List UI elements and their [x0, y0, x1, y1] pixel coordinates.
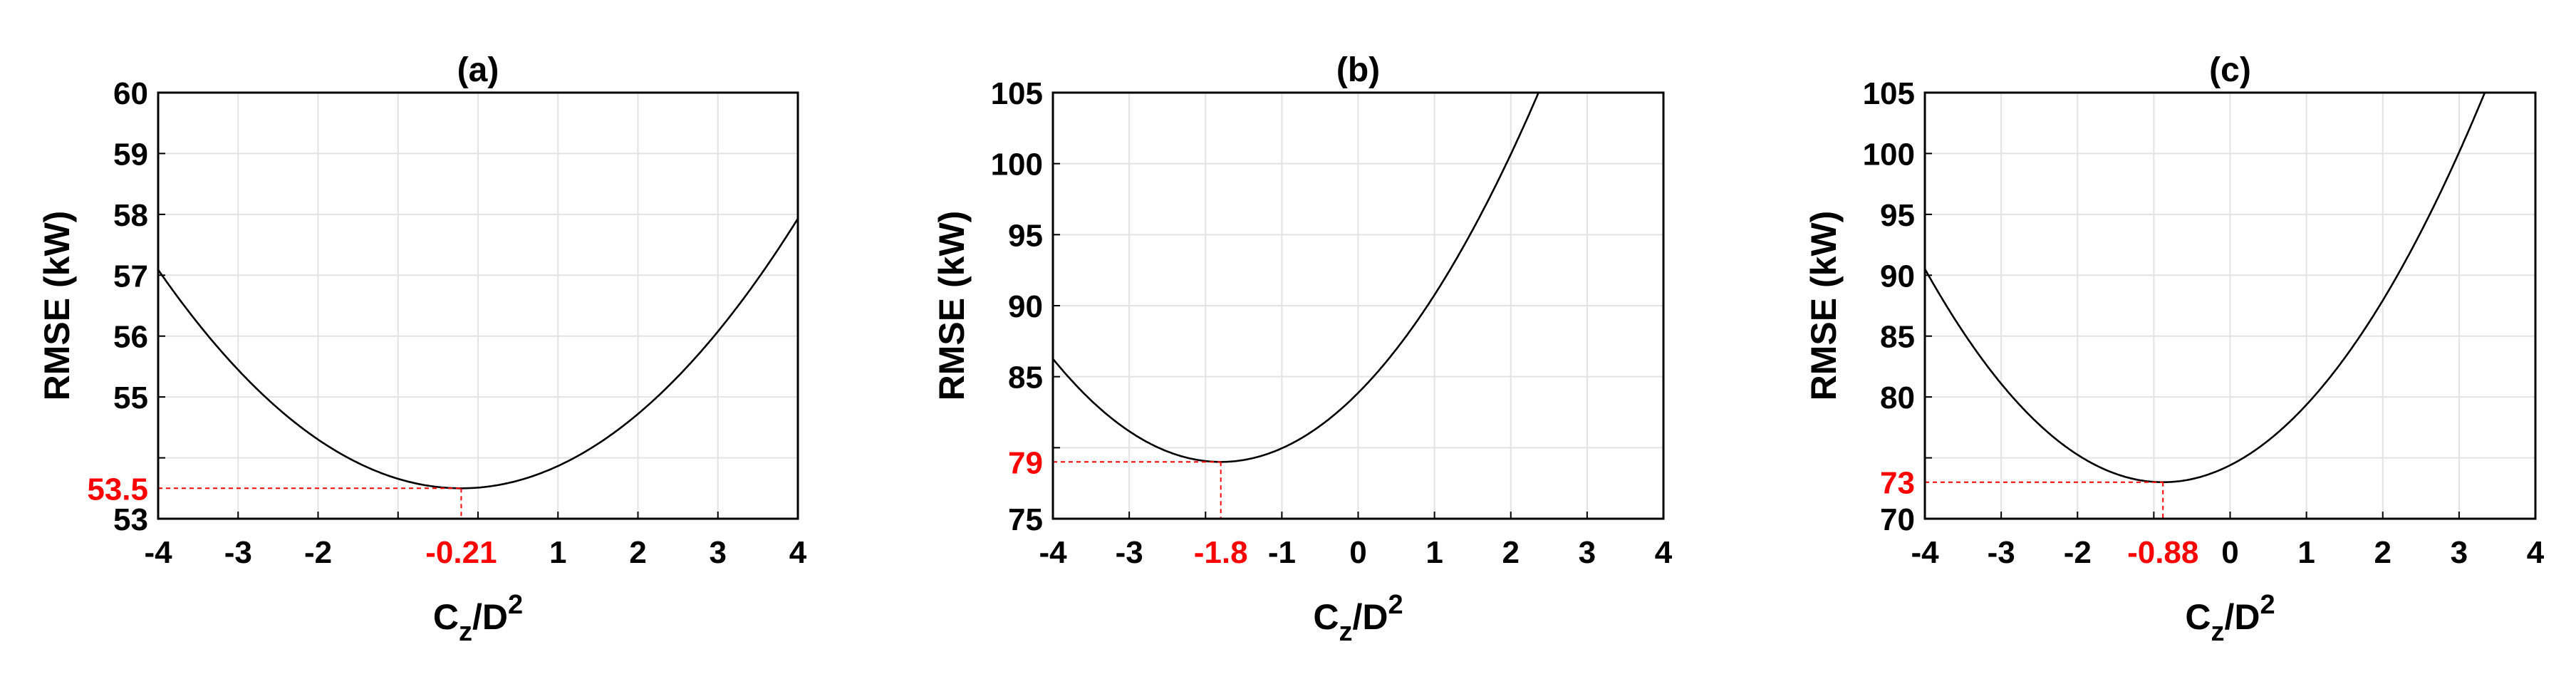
x-tick-label: 2: [629, 535, 646, 570]
x-tick-label: -3: [224, 535, 252, 570]
min-y-label: 73: [1880, 466, 1915, 501]
x-tick-label: 1: [1425, 535, 1443, 570]
x-axis-label-sub: z: [2211, 617, 2224, 647]
y-tick-label: 70: [1880, 502, 1915, 537]
x-tick-label: 2: [2374, 535, 2391, 570]
x-axis-label-sub: z: [1339, 617, 1352, 647]
y-tick-label: 60: [113, 76, 148, 111]
x-axis-label-sub: z: [459, 617, 472, 647]
chart-panel-2: -4 -3 -2 0 1 2 3 47080859095100105-0.8873(c)RMS…: [1804, 51, 2545, 647]
y-tick-label: 85: [1880, 320, 1915, 355]
panel-title: (a): [457, 51, 499, 89]
x-axis-label: Cz/D2: [2185, 590, 2275, 647]
y-tick-label: 105: [1863, 76, 1915, 111]
x-tick-label: -4: [1911, 535, 1939, 570]
x-tick-label: 4: [1655, 535, 1673, 570]
x-tick-label: 2: [1502, 535, 1520, 570]
y-tick-label: 100: [991, 147, 1043, 182]
x-tick-label: -2: [2064, 535, 2092, 570]
y-tick-label: 80: [1880, 380, 1915, 415]
min-y-label: 53.5: [87, 472, 148, 507]
x-tick-label: 3: [1579, 535, 1596, 570]
y-axis-label: RMSE (kW): [932, 211, 972, 401]
y-tick-label: 55: [113, 380, 148, 415]
y-tick-label: 90: [1880, 259, 1915, 294]
x-axis-label-sup: 2: [2260, 590, 2275, 620]
x-tick-label: -3: [1116, 535, 1143, 570]
panel-title: (c): [2209, 51, 2251, 89]
y-tick-label: 95: [1008, 218, 1043, 253]
y-tick-label: 85: [1008, 361, 1043, 395]
x-tick-label: -1: [1268, 535, 1296, 570]
y-tick-label: 56: [113, 320, 148, 355]
series-line: [158, 218, 798, 490]
x-tick-label: 3: [710, 535, 727, 570]
x-axis-label: Cz/D2: [433, 590, 523, 647]
x-axis-label: Cz/D2: [1313, 590, 1403, 647]
y-tick-label: 75: [1008, 502, 1043, 537]
y-tick-label: 105: [991, 76, 1043, 111]
y-axis-label: RMSE (kW): [1804, 211, 1844, 401]
x-axis-label-sup: 2: [1388, 590, 1403, 620]
x-axis-label-base: C: [2185, 597, 2211, 637]
y-axis-label: RMSE (kW): [37, 211, 77, 401]
x-tick-label: 1: [549, 535, 566, 570]
series-line: [1053, 93, 1540, 463]
x-axis-label-base: C: [433, 597, 459, 637]
series-line: [1925, 93, 2486, 483]
x-tick-label: -3: [1988, 535, 2015, 570]
y-tick-label: 53: [113, 502, 148, 537]
x-axis-label-mid: /D: [1352, 597, 1388, 637]
x-tick-label: 4: [789, 535, 807, 570]
chart-panel-0: -4 -3 -2 1 2 3 453555657585960-0.2153.5(a)RMSE…: [37, 51, 807, 647]
panel-title: (b): [1336, 51, 1380, 89]
min-x-label: -1.8: [1194, 535, 1248, 570]
min-x-label: -0.88: [2127, 535, 2198, 570]
x-tick-label: 0: [1349, 535, 1366, 570]
y-tick-label: 57: [113, 259, 148, 294]
x-axis-label-mid: /D: [2224, 597, 2260, 637]
x-tick-label: 3: [2451, 535, 2468, 570]
x-axis-label-sup: 2: [508, 590, 523, 620]
y-tick-label: 90: [1008, 289, 1043, 324]
y-tick-label: 100: [1863, 137, 1915, 172]
x-tick-label: 0: [2221, 535, 2238, 570]
x-tick-label: -4: [144, 535, 172, 570]
x-tick-label: 4: [2527, 535, 2545, 570]
y-tick-label: 58: [113, 198, 148, 233]
x-tick-label: -2: [304, 535, 332, 570]
y-tick-label: 95: [1880, 198, 1915, 233]
y-tick-label: 59: [113, 137, 148, 172]
x-tick-label: -4: [1039, 535, 1067, 570]
min-y-label: 79: [1008, 445, 1043, 480]
x-axis-label-mid: /D: [472, 597, 508, 637]
min-x-label: -0.21: [425, 535, 497, 570]
x-axis-label-base: C: [1313, 597, 1339, 637]
x-tick-label: 1: [2297, 535, 2315, 570]
